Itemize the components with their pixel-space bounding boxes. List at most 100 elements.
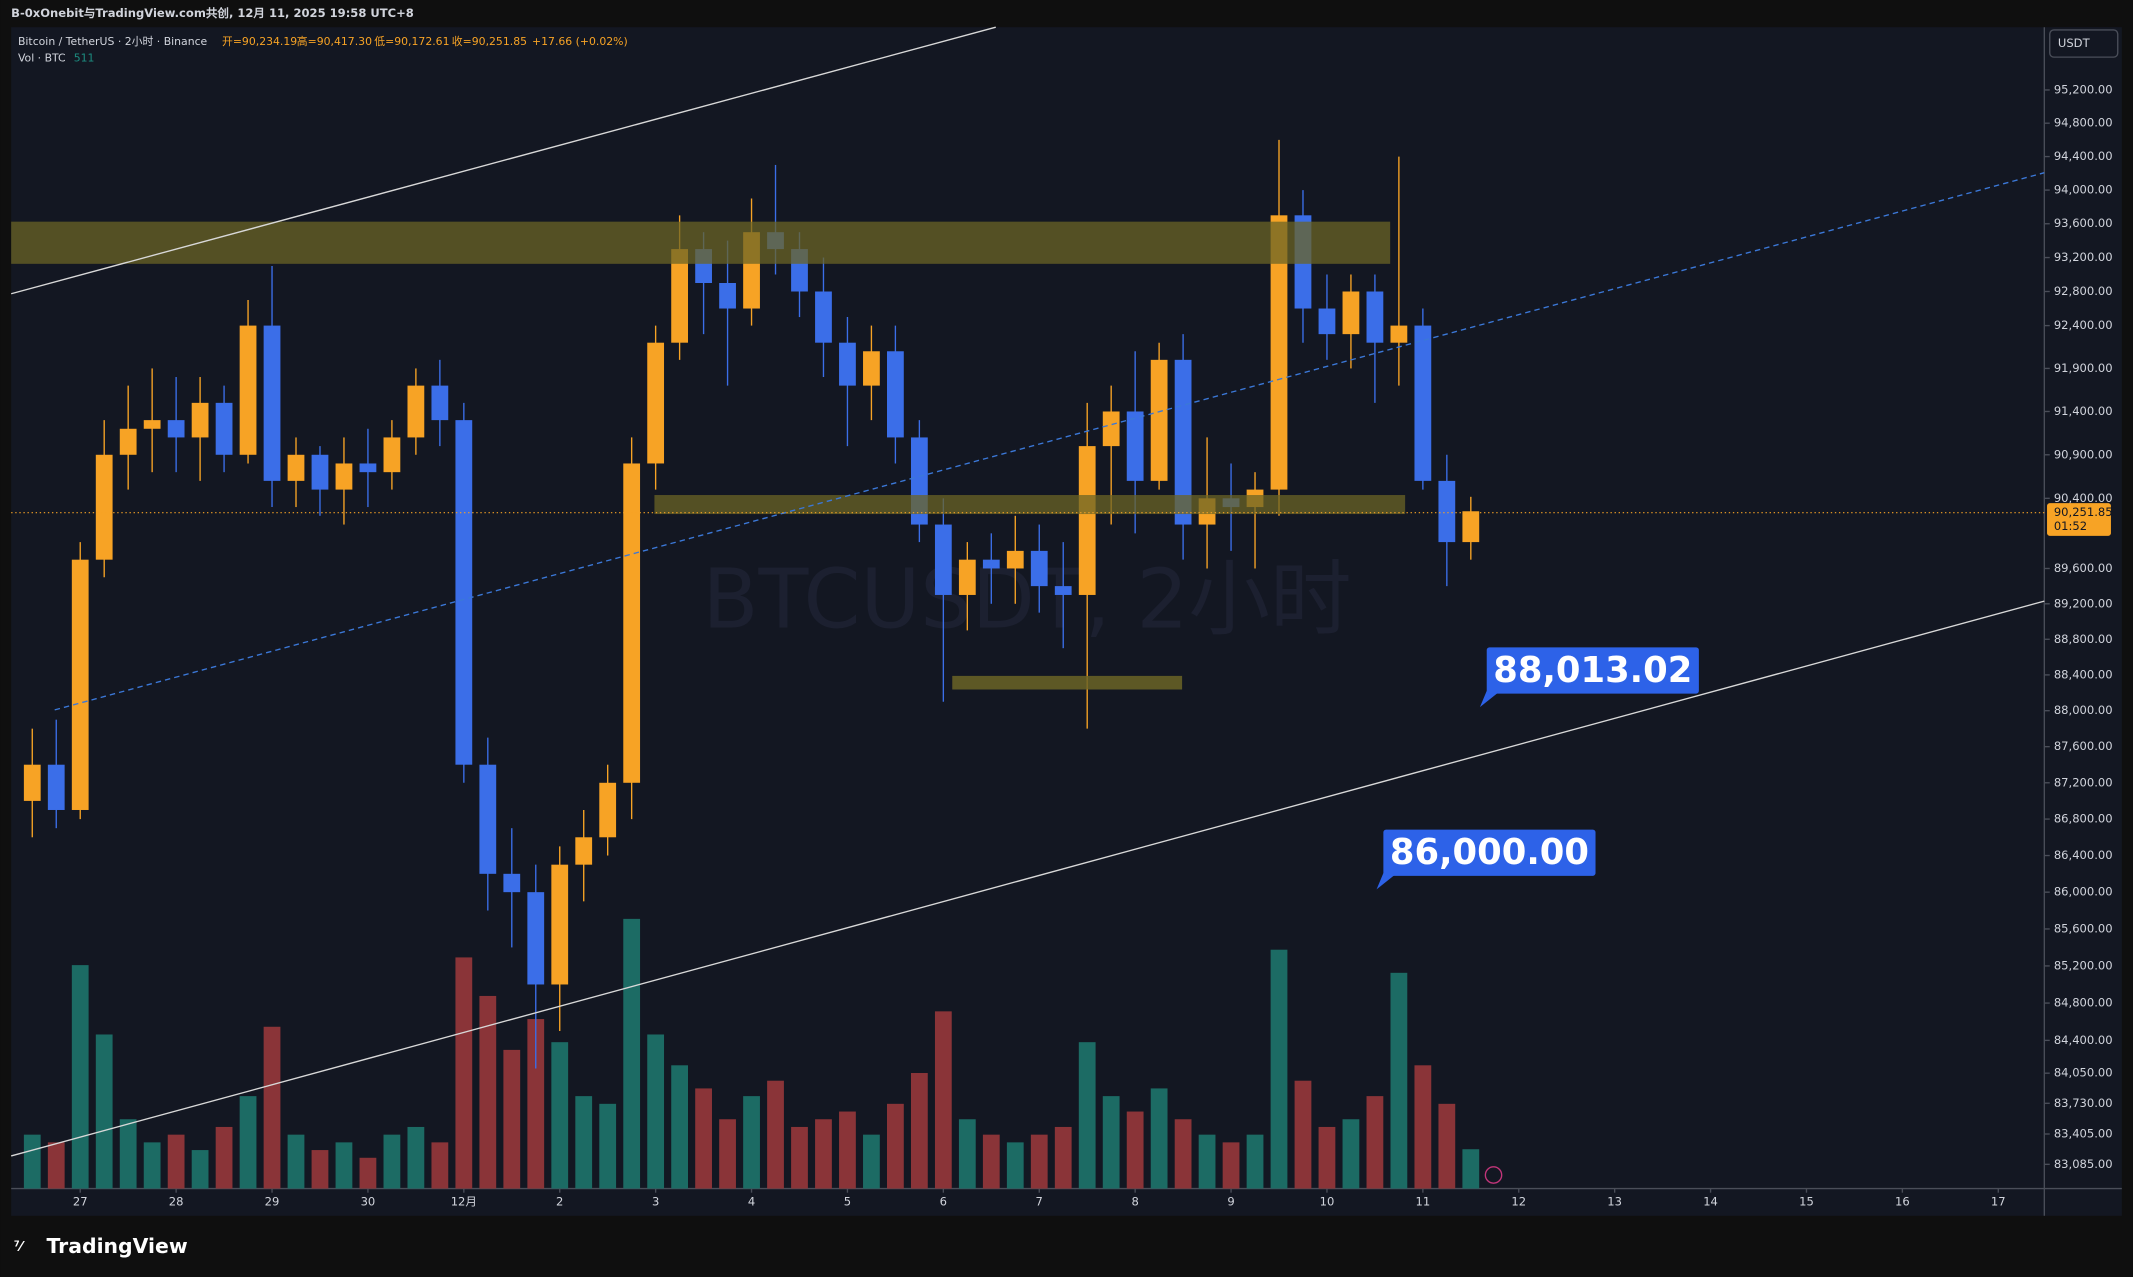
volume-bar bbox=[1222, 1142, 1240, 1189]
y-tick-label: 92,800.00 bbox=[2054, 284, 2113, 298]
legend: Bitcoin / TetherUS · 2小时 · Binance 开=90,… bbox=[18, 34, 628, 64]
candle-body bbox=[719, 282, 736, 309]
volume-bar bbox=[1318, 1126, 1336, 1189]
candle-body bbox=[1462, 511, 1480, 543]
countdown: 01:52 bbox=[2054, 519, 2087, 533]
y-tick-label: 93,200.00 bbox=[2054, 250, 2113, 264]
candle-body bbox=[1174, 359, 1192, 525]
x-tick-label: 17 bbox=[1991, 1195, 2006, 1209]
volume-bar bbox=[1198, 1134, 1216, 1189]
volume-bar bbox=[1102, 1096, 1120, 1189]
x-tick-label: 27 bbox=[73, 1195, 88, 1209]
y-tick-label: 83,405.00 bbox=[2054, 1126, 2113, 1140]
y-tick-label: 93,600.00 bbox=[2054, 216, 2113, 230]
currency-box[interactable] bbox=[2049, 29, 2119, 58]
volume-bar bbox=[910, 1073, 928, 1189]
volume-bar bbox=[1390, 972, 1408, 1189]
callout bbox=[1383, 829, 1596, 876]
alert-icon[interactable] bbox=[1484, 1166, 1503, 1184]
y-tick-label: 88,800.00 bbox=[2054, 632, 2113, 646]
candle-body bbox=[1126, 411, 1144, 481]
candle-body bbox=[335, 463, 353, 490]
legend-high: 高=90,417.30 bbox=[297, 34, 372, 48]
candle-body bbox=[575, 837, 593, 865]
header-text: B-0xOnebit与TradingView.com共创, 12月 11, 20… bbox=[11, 6, 414, 20]
y-tick-label: 86,800.00 bbox=[2054, 812, 2113, 826]
price-label-box bbox=[2047, 503, 2111, 536]
zone bbox=[952, 675, 1183, 690]
callout bbox=[1486, 647, 1699, 694]
volume-bar bbox=[1078, 1042, 1096, 1189]
y-tick-label: 86,000.00 bbox=[2054, 885, 2113, 899]
legend-symbol: Bitcoin / TetherUS · 2小时 · Binance bbox=[18, 35, 208, 48]
volume-bar bbox=[23, 1134, 41, 1189]
y-tick-label: 87,600.00 bbox=[2054, 739, 2113, 753]
candle-body bbox=[1414, 325, 1432, 481]
volume-bar bbox=[1150, 1088, 1168, 1189]
candle-body bbox=[1270, 215, 1288, 490]
volume-bar bbox=[863, 1134, 880, 1189]
candle-body bbox=[23, 764, 41, 801]
x-tick-label: 5 bbox=[844, 1195, 851, 1209]
candle-body bbox=[958, 559, 976, 595]
callout-text: 88,013.02 bbox=[1493, 650, 1692, 691]
volume-bar bbox=[479, 995, 497, 1189]
candle-body bbox=[1318, 308, 1336, 335]
x-tick-label: 6 bbox=[940, 1195, 947, 1209]
volume-bar bbox=[239, 1096, 257, 1189]
volume-bar bbox=[719, 1119, 736, 1189]
volume-bar bbox=[335, 1142, 353, 1189]
volume-bar bbox=[958, 1119, 976, 1189]
volume-bar bbox=[743, 1096, 760, 1189]
candle-body bbox=[119, 428, 137, 455]
candle-body bbox=[1366, 291, 1384, 343]
volume-bar bbox=[551, 1042, 569, 1189]
plot: 83,085.00 83,405.00 83,730.00 84,050.00 84,4… bbox=[23, 82, 2113, 1209]
candle-body bbox=[1342, 291, 1360, 335]
candle-body bbox=[239, 325, 257, 455]
y-tick-label: 84,050.00 bbox=[2054, 1066, 2113, 1080]
trend-line bbox=[10, 600, 2045, 1157]
legend-volume: 511 bbox=[74, 51, 95, 64]
volume-bar bbox=[1366, 1096, 1384, 1189]
candle-body bbox=[934, 524, 952, 595]
volume-bar bbox=[431, 1142, 449, 1189]
volume-bar bbox=[1462, 1149, 1480, 1189]
zone bbox=[654, 495, 1406, 515]
volume-bar bbox=[287, 1134, 305, 1189]
volume-bar bbox=[623, 918, 641, 1189]
volume-bar bbox=[1030, 1134, 1048, 1189]
candle-body bbox=[647, 342, 665, 464]
currency: USDT bbox=[2058, 36, 2091, 50]
volume-bar bbox=[47, 1142, 65, 1189]
candle-body bbox=[1078, 446, 1096, 595]
x-tick-label: 12 bbox=[1511, 1195, 1526, 1209]
volume-bar bbox=[191, 1150, 209, 1189]
volume-bar bbox=[575, 1096, 593, 1189]
volume-bar bbox=[982, 1134, 1000, 1189]
volume-bar bbox=[815, 1119, 832, 1189]
zone bbox=[11, 221, 1391, 264]
x-tick-label: 11 bbox=[1416, 1195, 1431, 1209]
volume-bar bbox=[455, 957, 473, 1189]
volume-bar bbox=[791, 1126, 808, 1189]
legend-volume-title: Vol · BTC bbox=[18, 51, 66, 64]
candle-body bbox=[191, 402, 209, 438]
y-tick-label: 85,200.00 bbox=[2054, 958, 2113, 972]
volume-bar bbox=[1126, 1111, 1144, 1189]
candle-body bbox=[383, 437, 401, 473]
volume-bar bbox=[527, 1019, 545, 1189]
candle-body bbox=[215, 402, 233, 455]
volume-bar bbox=[1294, 1080, 1312, 1189]
volume-bar bbox=[71, 965, 89, 1189]
callout-pointer bbox=[1479, 690, 1501, 708]
candle-body bbox=[47, 764, 65, 810]
volume-bar bbox=[311, 1150, 329, 1189]
candle-body bbox=[503, 873, 521, 893]
candle-body bbox=[407, 385, 425, 438]
trend-line bbox=[54, 172, 2045, 711]
watermark: BTCUSDT, 2小时 bbox=[703, 553, 1352, 648]
candle-body bbox=[1054, 586, 1072, 595]
x-tick-label: 7 bbox=[1036, 1195, 1043, 1209]
candle-body bbox=[95, 454, 113, 560]
